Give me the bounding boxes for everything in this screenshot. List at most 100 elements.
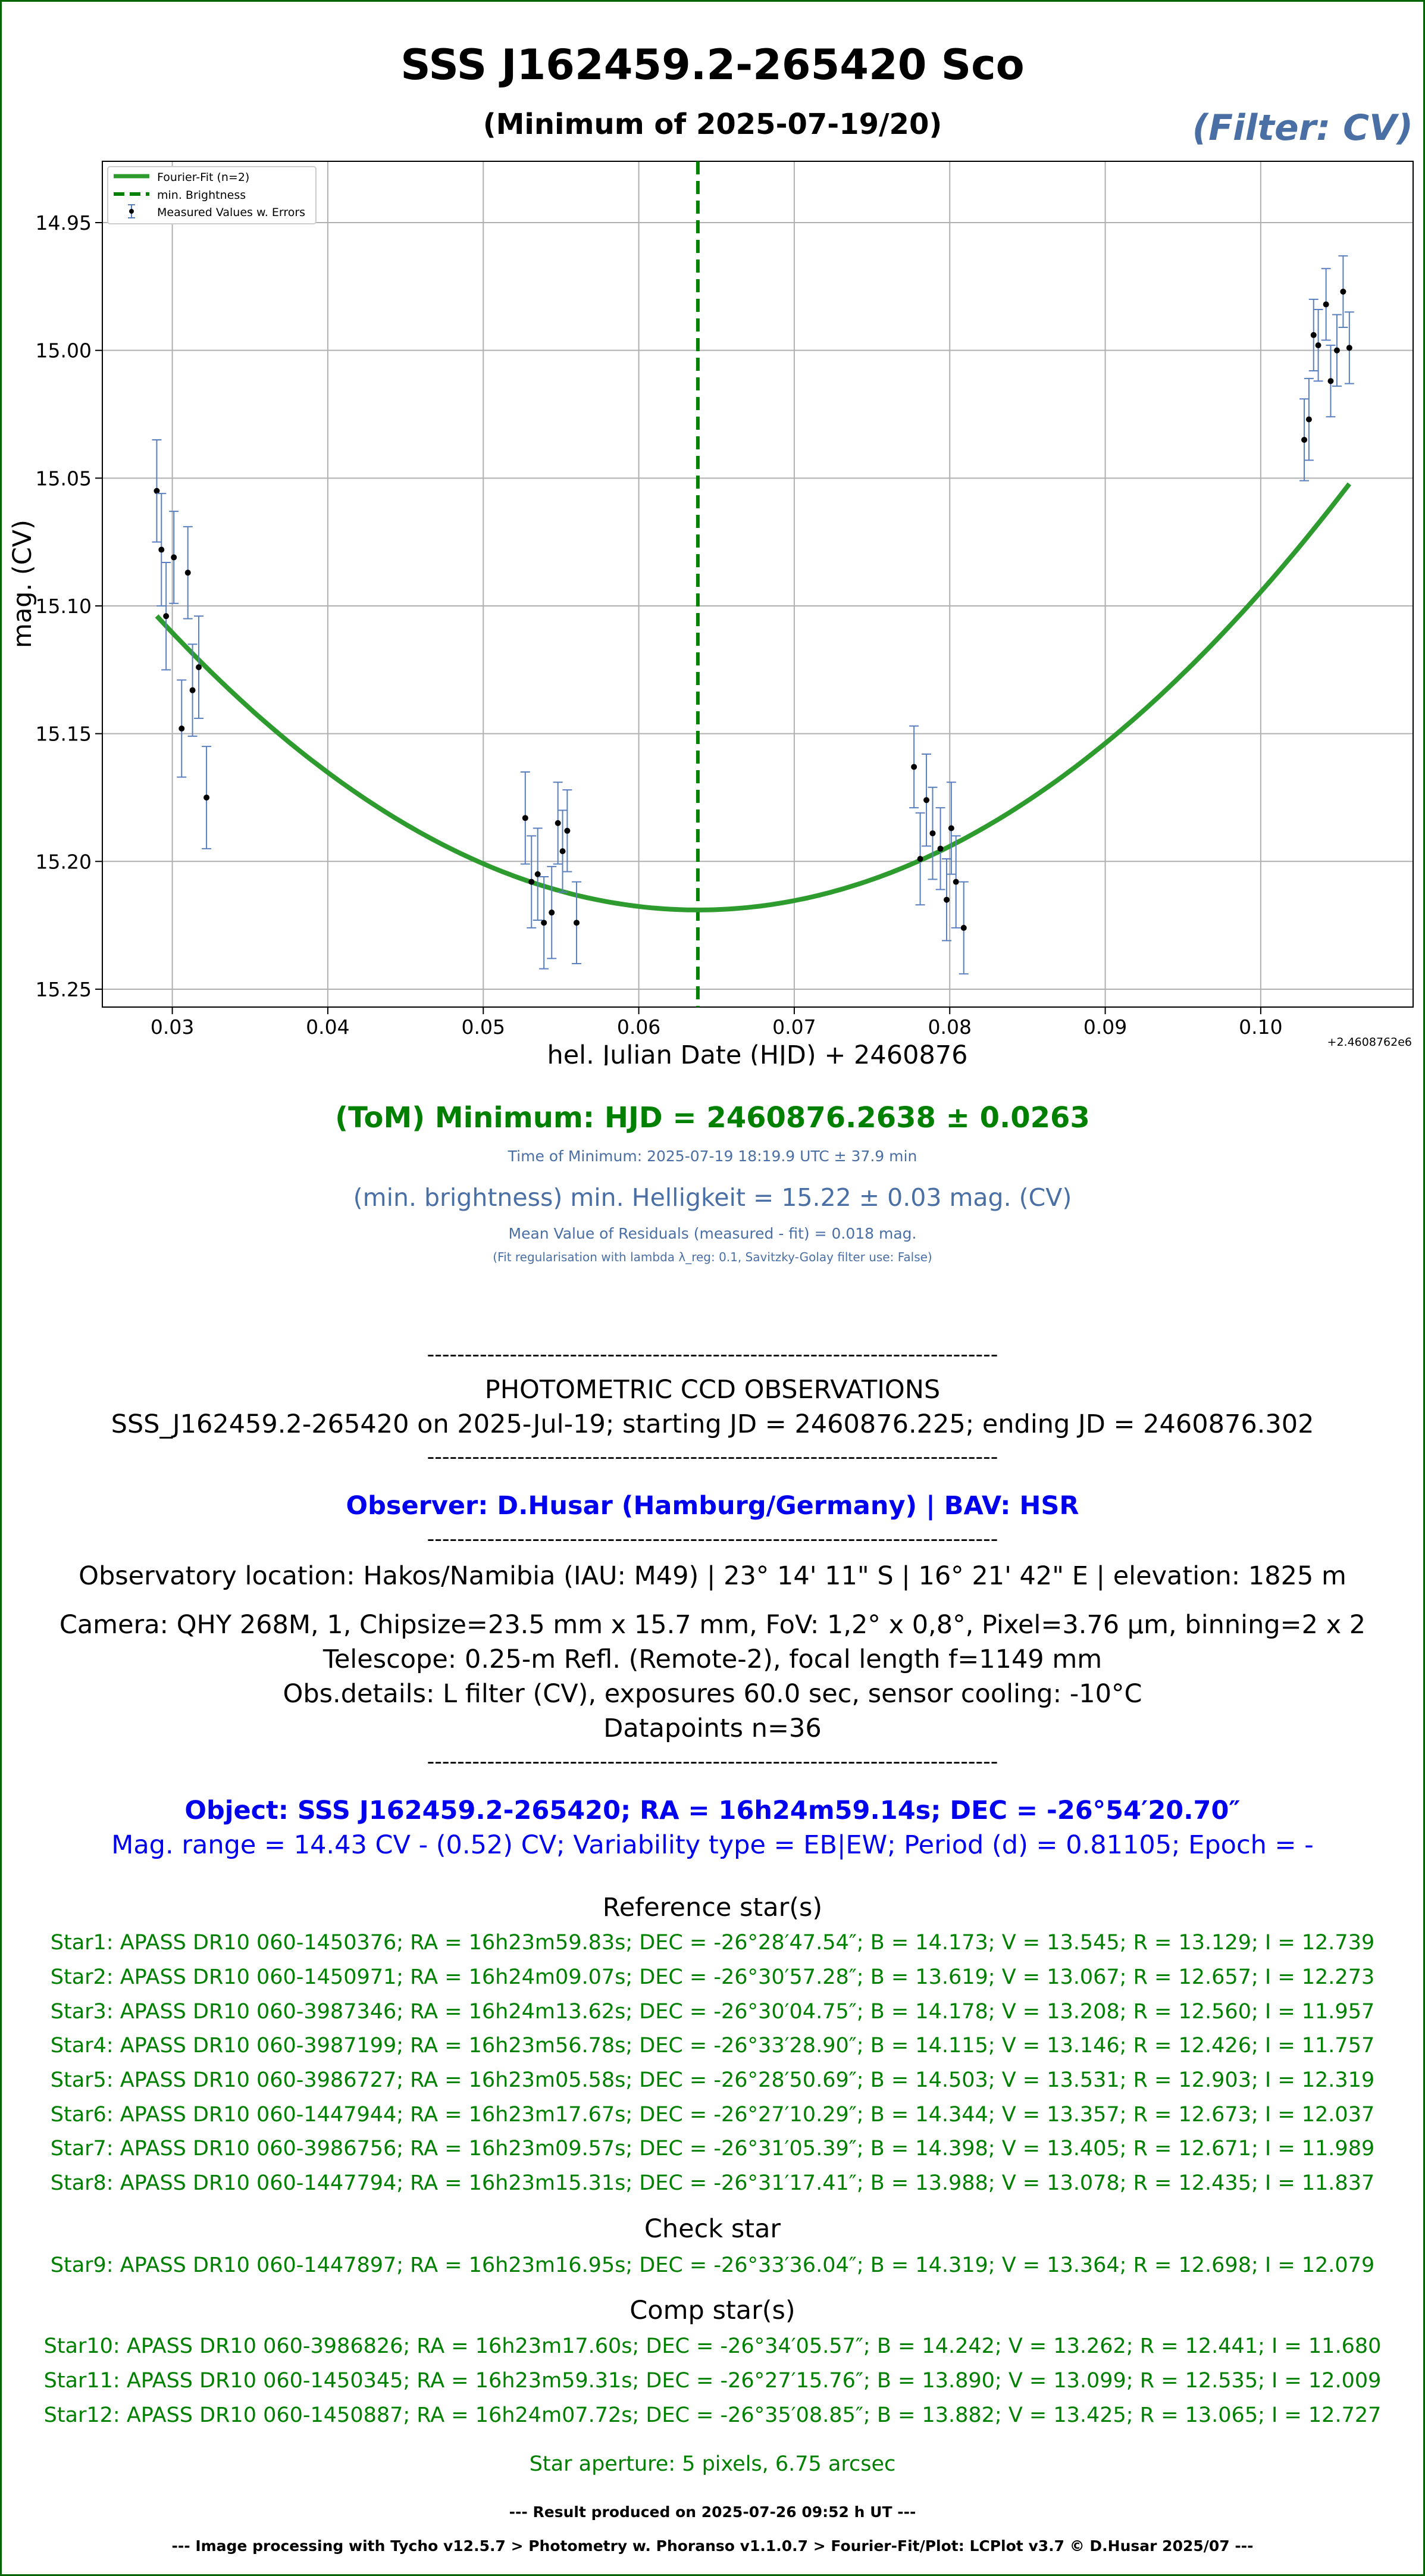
data-points-group: [152, 255, 1354, 975]
legend-measured-label: Measured Values w. Errors: [157, 206, 305, 219]
x-tick-label: 0.03: [151, 1015, 194, 1039]
check-star-heading: Check star: [644, 2214, 781, 2244]
data-point: [178, 726, 185, 732]
telescope-line: Telescope: 0.25-m Refl. (Remote-2), foca…: [322, 1645, 1103, 1674]
legend-box: [107, 166, 317, 224]
comp-stars-heading: Comp star(s): [629, 2296, 796, 2325]
legend-min-label: min. Brightness: [157, 189, 246, 202]
fourier-fit-curve: [155, 482, 1352, 912]
data-point: [564, 827, 571, 834]
y-tick-label: 15.00: [36, 339, 92, 362]
fit-curve-group: [155, 482, 1352, 912]
legend-fit-label: Fourier-Fit (n=2): [157, 171, 249, 184]
reference-stars-heading: Reference star(s): [602, 1893, 823, 1922]
data-point: [1333, 347, 1340, 354]
data-point: [196, 664, 202, 671]
data-point: [1346, 345, 1352, 351]
data-point: [1305, 416, 1312, 423]
y-tick-label: 15.10: [36, 595, 92, 618]
data-point: [923, 797, 930, 804]
datapoints-count: Datapoints n=36: [603, 1714, 822, 1743]
separator-4: ----------------------------------------…: [427, 1750, 998, 1774]
chart-title: SSS J162459.2-265420 Sco: [400, 40, 1025, 89]
fit-regularisation: (Fit regularisation with lambda λ_reg: 0…: [493, 1250, 932, 1264]
x-tick-label: 0.10: [1239, 1015, 1282, 1039]
axis-ticks: 0.03 0.04 0.05 0.06 0.07 0.08 0.09 0.10 14.95 15.…: [36, 211, 1283, 1039]
report-heading: PHOTOMETRIC CCD OBSERVATIONS: [484, 1375, 941, 1405]
y-tick-label: 15.25: [36, 978, 92, 1001]
chart-grid: [102, 161, 1413, 1007]
data-point: [1323, 301, 1329, 308]
data-point: [559, 848, 566, 855]
data-point: [171, 554, 177, 561]
data-point: [189, 687, 196, 693]
obs-details: Obs.details: L filter (CV), exposures 60…: [283, 1679, 1142, 1709]
min-brightness: (min. brightness) min. Helligkeit = 15.2…: [353, 1183, 1072, 1212]
filter-label: (Filter: CV): [1192, 107, 1413, 149]
reference-star-3: Star3: APASS DR10 060-3987346; RA = 16h2…: [50, 2000, 1375, 2024]
x-tick-label: 0.08: [928, 1015, 971, 1039]
data-point: [1301, 436, 1308, 443]
x-tick-label: 0.04: [306, 1015, 349, 1039]
reference-star-2: Star2: APASS DR10 060-1450971; RA = 16h2…: [50, 1965, 1375, 1989]
reference-star-6: Star6: APASS DR10 060-1447944; RA = 16h2…: [50, 2103, 1375, 2127]
reference-star-5: Star5: APASS DR10 060-3986727; RA = 16h2…: [50, 2068, 1375, 2092]
data-point: [163, 613, 170, 620]
camera-line: Camera: QHY 268M, 1, Chipsize=23.5 mm x …: [59, 1610, 1366, 1640]
data-point: [917, 856, 923, 862]
observatory-location: Observatory location: Hakos/Namibia (IAU…: [79, 1561, 1346, 1591]
data-point: [154, 487, 160, 494]
x-tick-label: 0.05: [462, 1015, 505, 1039]
data-point: [158, 546, 165, 553]
legend-point-swatch: [129, 209, 134, 214]
x-tick-label: 0.07: [772, 1015, 816, 1039]
observer-line: Observer: D.Husar (Hamburg/Germany) | BA…: [346, 1491, 1079, 1521]
y-tick-label: 15.15: [36, 723, 92, 746]
reference-star-7: Star7: APASS DR10 060-3986756; RA = 16h2…: [50, 2137, 1375, 2161]
data-point: [929, 830, 936, 837]
reference-star-4: Star4: APASS DR10 060-3987199; RA = 16h2…: [50, 2034, 1375, 2058]
processing-credits: --- Image processing with Tycho v12.5.7 …: [171, 2537, 1254, 2555]
y-axis-label: mag. (CV): [8, 520, 37, 648]
y-tick-label: 15.20: [36, 850, 92, 873]
data-point: [1310, 332, 1317, 338]
time-of-minimum: Time of Minimum: 2025-07-19 18:19.9 UTC …: [508, 1148, 917, 1165]
legend: Fourier-Fit (n=2) min. Brightness Measur…: [107, 166, 317, 224]
comp-star-3: Star12: APASS DR10 060-1450887; RA = 16h…: [43, 2403, 1382, 2427]
data-point: [528, 879, 535, 885]
data-point: [953, 879, 959, 885]
data-point: [555, 820, 561, 826]
data-point: [184, 570, 191, 576]
y-tick-label: 15.05: [36, 467, 92, 490]
plot-area: [102, 161, 1414, 1008]
mag-range-line: Mag. range = 14.43 CV - (0.52) CV; Varia…: [111, 1830, 1314, 1860]
data-point: [911, 764, 917, 770]
object-line: Object: SSS J162459.2-265420; RA = 16h24…: [184, 1796, 1241, 1825]
data-point: [541, 920, 547, 926]
check-star-1: Star9: APASS DR10 060-1447897; RA = 16h2…: [50, 2253, 1375, 2277]
x-tick-label: 0.09: [1083, 1015, 1127, 1039]
star-aperture: Star aperture: 5 pixels, 6.75 arcsec: [529, 2452, 896, 2476]
y-tick-label: 14.95: [36, 211, 92, 235]
x-offset-label: +2.4608762e6: [1327, 1036, 1412, 1049]
data-point: [1315, 342, 1321, 349]
data-point: [944, 896, 950, 903]
separator-2: ----------------------------------------…: [427, 1445, 998, 1469]
comp-star-1: Star10: APASS DR10 060-3986826; RA = 16h…: [43, 2334, 1382, 2358]
tom-minimum: (ToM) Minimum: HJD = 2460876.2638 ± 0.02…: [335, 1101, 1090, 1134]
result-produced: --- Result produced on 2025-07-26 09:52 …: [509, 2503, 916, 2521]
chart-subtitle: (Minimum of 2025-07-19/20): [483, 108, 942, 141]
data-point: [203, 794, 210, 801]
data-point: [1327, 378, 1334, 384]
comp-star-2: Star11: APASS DR10 060-1450345; RA = 16h…: [43, 2369, 1382, 2393]
reference-star-1: Star1: APASS DR10 060-1450376; RA = 16h2…: [50, 1931, 1375, 1955]
data-point: [549, 909, 555, 916]
reference-star-8: Star8: APASS DR10 060-1447794; RA = 16h2…: [50, 2171, 1375, 2195]
data-point: [937, 845, 944, 852]
data-point: [574, 920, 580, 926]
mean-residuals: Mean Value of Residuals (measured - fit)…: [508, 1225, 917, 1242]
x-axis-label: hel. Julian Date (HJD) + 2460876: [547, 1040, 967, 1065]
run-summary: SSS_J162459.2-265420 on 2025-Jul-19; sta…: [111, 1409, 1314, 1439]
data-point: [522, 815, 528, 821]
